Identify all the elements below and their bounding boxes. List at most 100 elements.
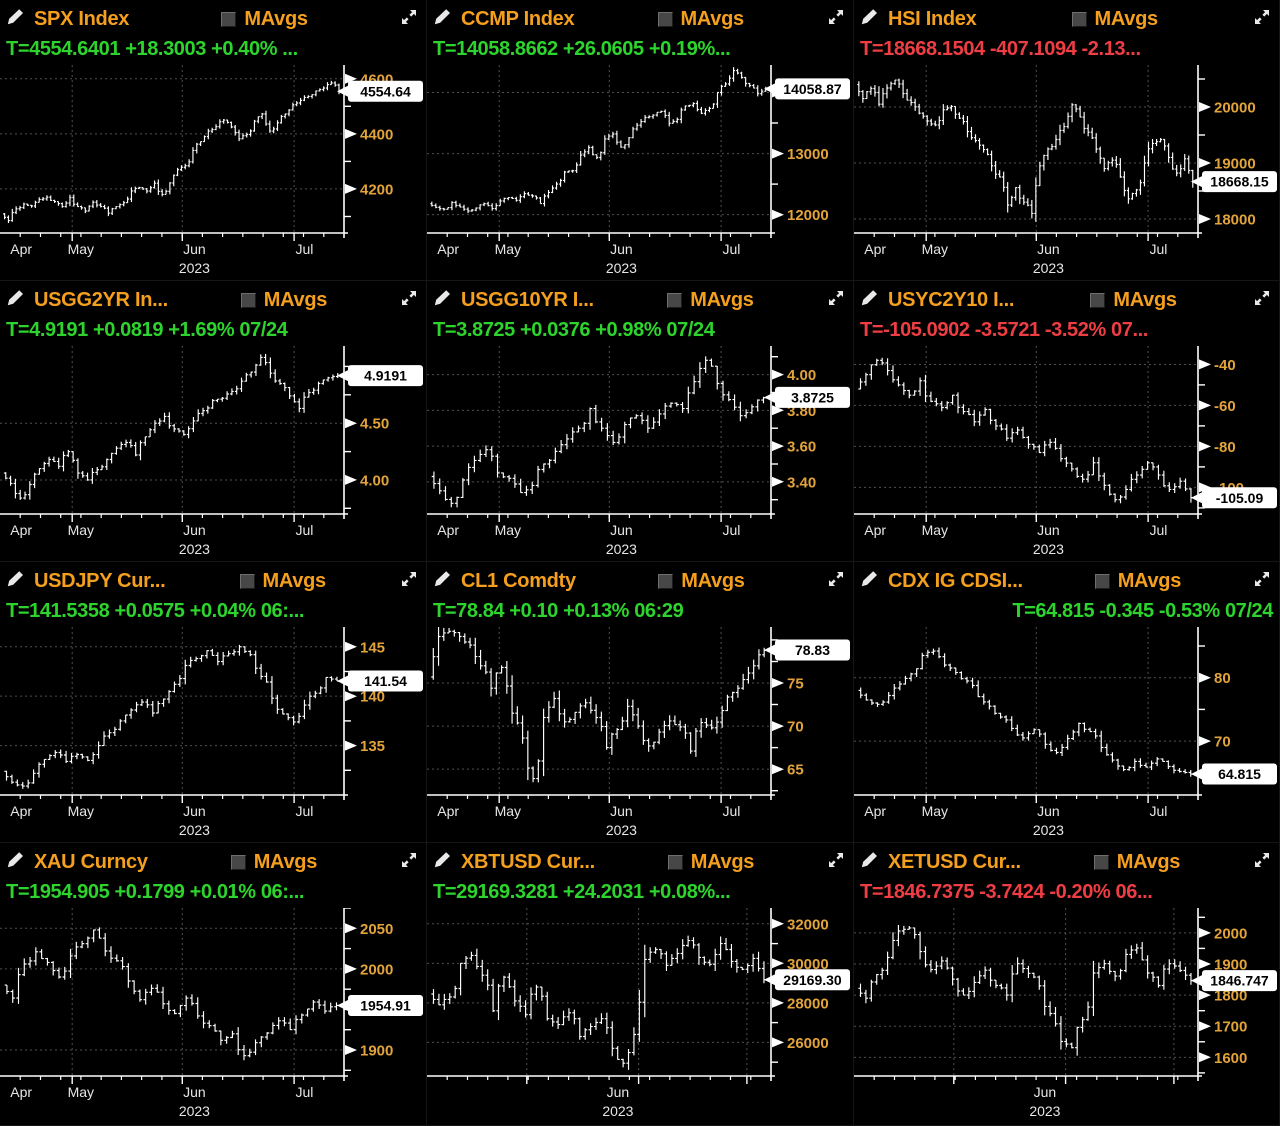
panel-header: USGG2YR In... MAvgs: [0, 283, 426, 317]
mavgs-toggle[interactable]: MAvgs: [230, 851, 317, 874]
price-chart[interactable]: 2050 2000 1900 Apr May Jun Jul 2023 1954.91: [0, 908, 426, 1120]
price-chart[interactable]: -40-60-80-100AprMayJunJul2023-105.09: [854, 346, 1280, 558]
chart-panel: XBTUSD Cur... MAvgs T=29169.3281 +24.203…: [427, 843, 854, 1126]
year-label: 2023: [179, 260, 210, 276]
y-tick-label: 12000: [787, 207, 829, 224]
ticker-label[interactable]: XAU Curncy: [34, 850, 148, 873]
last-price-label: 78.83: [795, 642, 830, 658]
pencil-edit-icon[interactable]: [860, 8, 878, 31]
month-label: May: [68, 803, 94, 819]
price-chart[interactable]: 4.50 4.00 Apr May Jun Jul 2023 4.9191: [0, 346, 426, 558]
x-axis: Apr May Jun Jul 2023: [427, 232, 775, 276]
month-label: Jun: [1037, 241, 1060, 257]
ticker-label[interactable]: USGG10YR I...: [461, 288, 594, 311]
year-label: 2023: [606, 822, 637, 838]
price-chart[interactable]: 75 70 65 Apr May Jun Jul 2023 78.83: [427, 627, 853, 839]
price-chart[interactable]: 20000 19000 18000 Apr May Jun Jul 2023 18668.15: [854, 65, 1280, 277]
mavgs-toggle[interactable]: MAvgs: [221, 8, 308, 31]
mavgs-toggle[interactable]: MAvgs: [240, 289, 327, 312]
mavgs-toggle[interactable]: MAvgs: [667, 289, 754, 312]
mavgs-checkbox[interactable]: [230, 854, 246, 870]
pencil-edit-icon[interactable]: [6, 8, 24, 31]
y-tick-label: 18000: [1214, 212, 1256, 229]
ticker-label[interactable]: XBTUSD Cur...: [461, 850, 595, 873]
panel-header: CDX IG CDSI... MAvgs: [854, 564, 1279, 598]
expand-icon[interactable]: [400, 8, 418, 31]
price-chart[interactable]: 80 70 Apr May Jun Jul 2023 64.815: [854, 627, 1280, 839]
mavgs-toggle[interactable]: MAvgs: [1090, 289, 1177, 312]
expand-icon[interactable]: [827, 851, 845, 874]
y-tick-label: -80: [1214, 439, 1236, 456]
year-label: 2023: [1033, 541, 1064, 557]
mavgs-toggle[interactable]: MAvgs: [658, 570, 745, 593]
x-axis: Apr May Jun Jul 2023: [427, 513, 775, 557]
month-label: Jun: [1037, 803, 1060, 819]
pencil-edit-icon[interactable]: [433, 570, 451, 593]
mavgs-checkbox[interactable]: [1071, 11, 1087, 27]
mavgs-checkbox[interactable]: [1094, 573, 1110, 589]
y-tick-label: 1900: [1214, 957, 1247, 974]
ohlc-bars: [3, 80, 341, 223]
expand-icon[interactable]: [1253, 851, 1271, 874]
ticker-label[interactable]: CCMP Index: [461, 7, 575, 30]
mavgs-toggle[interactable]: MAvgs: [667, 851, 754, 874]
mavgs-toggle[interactable]: MAvgs: [657, 8, 744, 31]
mavgs-checkbox[interactable]: [667, 292, 683, 308]
price-chart[interactable]: 32000 30000 28000 26000 Jun 2023 29169.30: [427, 908, 853, 1120]
expand-icon[interactable]: [827, 8, 845, 31]
price-chart[interactable]: 2000 1900 1800 1700 1600 Jun 2023 1846.747: [854, 908, 1280, 1120]
expand-icon[interactable]: [1253, 289, 1271, 312]
expand-icon[interactable]: [1253, 570, 1271, 593]
ticker-label[interactable]: USDJPY Cur...: [34, 569, 166, 592]
price-chart[interactable]: 140001300012000AprMayJunJul202314058.87: [427, 65, 853, 277]
chart-panel: XETUSD Cur... MAvgs T=1846.7375 -3.7424 …: [854, 843, 1280, 1126]
mavgs-checkbox[interactable]: [658, 573, 674, 589]
x-axis: Jun 2023: [854, 1075, 1202, 1119]
pencil-edit-icon[interactable]: [433, 289, 451, 312]
mavgs-checkbox[interactable]: [657, 11, 673, 27]
expand-icon[interactable]: [827, 289, 845, 312]
last-price-label: 18668.15: [1210, 174, 1269, 190]
expand-icon[interactable]: [400, 289, 418, 312]
ticker-label[interactable]: CL1 Comdty: [461, 569, 576, 592]
x-axis: Apr May Jun Jul 2023: [854, 513, 1202, 557]
mavgs-checkbox[interactable]: [667, 854, 683, 870]
mavgs-toggle[interactable]: MAvgs: [239, 570, 326, 593]
pencil-edit-icon[interactable]: [6, 570, 24, 593]
ticker-label[interactable]: XETUSD Cur...: [888, 850, 1021, 873]
y-tick-label: 65: [787, 762, 804, 779]
mavgs-checkbox[interactable]: [1090, 292, 1106, 308]
pencil-edit-icon[interactable]: [6, 851, 24, 874]
quote-line: T=64.815 -0.345 -0.53% 07/24: [1012, 600, 1273, 622]
mavgs-checkbox[interactable]: [1093, 854, 1109, 870]
mavgs-checkbox[interactable]: [221, 11, 237, 27]
ticker-label[interactable]: SPX Index: [34, 7, 130, 30]
pencil-edit-icon[interactable]: [433, 851, 451, 874]
ticker-label[interactable]: HSI Index: [888, 7, 977, 30]
mavgs-toggle[interactable]: MAvgs: [1071, 8, 1158, 31]
pencil-edit-icon[interactable]: [6, 289, 24, 312]
year-label: 2023: [179, 1103, 210, 1119]
expand-icon[interactable]: [400, 570, 418, 593]
pencil-edit-icon[interactable]: [860, 289, 878, 312]
mavgs-checkbox[interactable]: [239, 573, 255, 589]
mavgs-checkbox[interactable]: [240, 292, 256, 308]
mavgs-toggle[interactable]: MAvgs: [1094, 570, 1181, 593]
ticker-label[interactable]: USGG2YR In...: [34, 288, 168, 311]
pencil-edit-icon[interactable]: [860, 570, 878, 593]
quote-line: T=1954.905 +0.1799 +0.01% 06:...: [6, 881, 305, 903]
pencil-edit-icon[interactable]: [860, 851, 878, 874]
pencil-edit-icon[interactable]: [433, 8, 451, 31]
month-label: Apr: [864, 241, 886, 257]
price-chart[interactable]: 145 140 135 Apr May Jun Jul 2023 141.54: [0, 627, 426, 839]
expand-icon[interactable]: [400, 851, 418, 874]
expand-icon[interactable]: [1253, 8, 1271, 31]
ticker-label[interactable]: USYC2Y10 I...: [888, 288, 1015, 311]
quote-line: T=78.84 +0.10 +0.13% 06:29: [433, 600, 684, 622]
expand-icon[interactable]: [827, 570, 845, 593]
ticker-label[interactable]: CDX IG CDSI...: [888, 569, 1023, 592]
panel-header: XAU Curncy MAvgs: [0, 845, 426, 879]
mavgs-toggle[interactable]: MAvgs: [1093, 851, 1180, 874]
